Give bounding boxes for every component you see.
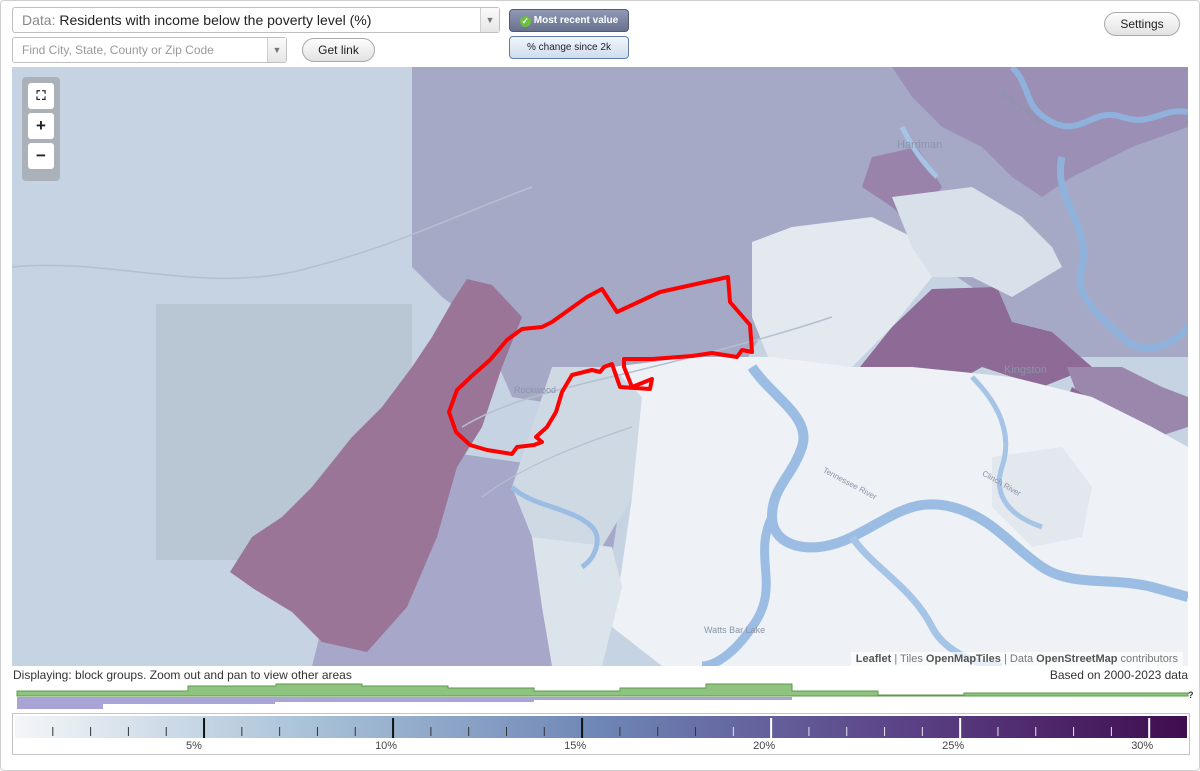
checkmark-icon: ✓ [519,16,531,27]
search-placeholder: Find City, State, County or Zip Code [22,43,214,57]
fullscreen-icon[interactable]: ⛶ [28,83,54,109]
map-canvas[interactable]: Harriman Kingston Rockwood Watts Bar Lak… [12,67,1188,666]
attribution-contributors: contributors [1117,653,1178,665]
place-label-rockwood: Rockwood [514,385,557,395]
displaying-note: Displaying: block groups. Zoom out and p… [13,668,352,682]
help-icon[interactable]: ? [1188,690,1194,700]
color-legend: 5% 10% 15% 20% 25% 30% [12,713,1190,755]
legend-tick-label: 15% [564,740,587,752]
data-prefix: Data: [22,12,56,28]
distribution-histogram [16,683,1189,709]
data-select[interactable]: Data: Residents with income below the po… [12,7,500,33]
selected-area-boundary [447,275,754,456]
data-value: Residents with income below the poverty … [59,12,372,28]
get-link-button[interactable]: Get link [302,38,375,62]
legend-tick-label: 30% [1131,740,1154,752]
attribution-sep-1: | Tiles [891,653,926,665]
place-label-watts-bar-lake: Watts Bar Lake [704,625,766,635]
legend-tick-label: 5% [186,740,202,752]
place-label-kingston: Kingston [1004,364,1047,376]
legend-tick-label: 20% [753,740,776,752]
legend-tick-label: 25% [942,740,965,752]
zoom-control: ⛶ + − [22,77,60,181]
map-attribution: Leaflet | Tiles OpenMapTiles | Data Open… [850,652,1183,666]
map-layer [12,67,1188,666]
leaflet-link[interactable]: Leaflet [855,653,892,665]
settings-button[interactable]: Settings [1104,12,1180,36]
zoom-out-button[interactable]: − [28,143,54,169]
percent-change-toggle[interactable]: % change since 2k [509,36,629,59]
chevron-down-icon[interactable]: ▼ [480,8,499,32]
data-range-note: Based on 2000-2023 data [1049,668,1188,682]
chevron-down-icon[interactable]: ▼ [267,38,286,62]
legend-scale [15,716,1187,738]
zoom-in-button[interactable]: + [28,113,54,139]
openstreetmap-link[interactable]: OpenStreetMap [1036,653,1118,665]
legend-gradient-bar [15,716,1187,738]
attribution-sep-2: | Data [1000,653,1037,665]
place-label-harriman: Harriman [897,139,943,151]
legend-tick-label: 10% [375,740,398,752]
most-recent-label: Most recent value [533,15,619,26]
most-recent-toggle[interactable]: ✓ Most recent value [509,9,629,32]
openmaptiles-link[interactable]: OpenMapTiles [925,653,1001,665]
location-search-input[interactable]: Find City, State, County or Zip Code ▼ [12,37,287,63]
